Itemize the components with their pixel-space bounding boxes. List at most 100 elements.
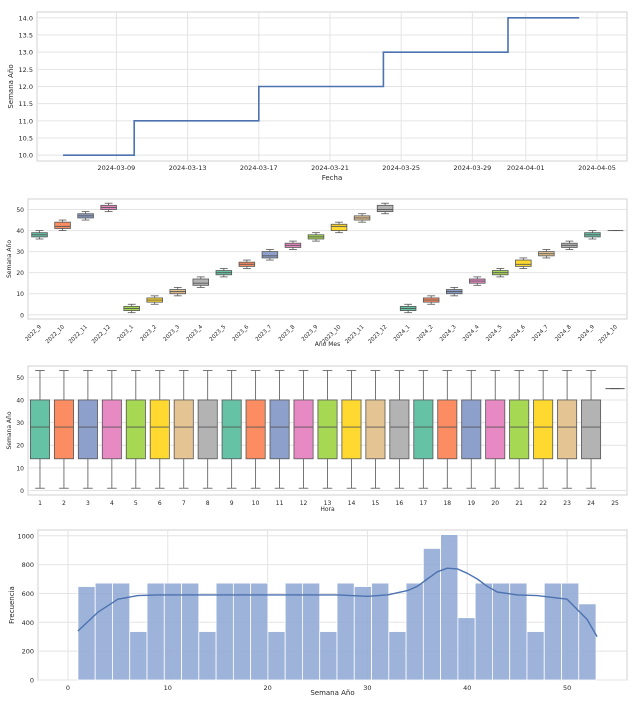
box-body bbox=[149, 399, 170, 460]
x-tick-label: 2023_11 bbox=[344, 324, 365, 345]
x-tick-label: 18 bbox=[443, 500, 451, 507]
x-tick-label: 40 bbox=[463, 684, 471, 692]
histogram-bar bbox=[284, 582, 303, 681]
x-tick-label: 2024-04-01 bbox=[507, 164, 545, 172]
y-tick-label: 14.0 bbox=[19, 14, 33, 22]
box-2023_3 bbox=[169, 287, 186, 297]
x-tick-label: 1 bbox=[38, 500, 42, 507]
y-axis-label: Semana Año bbox=[6, 411, 13, 449]
histogram-bar bbox=[457, 617, 476, 681]
y-axis-label: Semana Año bbox=[7, 64, 15, 108]
box-2024_7 bbox=[538, 249, 555, 259]
x-tick-label: 13 bbox=[324, 500, 332, 507]
x-tick-label: 2024-04-05 bbox=[578, 164, 616, 172]
histogram-bar bbox=[146, 582, 165, 681]
box-body bbox=[376, 204, 394, 213]
x-tick-label: 6 bbox=[158, 500, 162, 507]
x-tick-label: 2023_2 bbox=[140, 324, 159, 343]
x-tick-label: 24 bbox=[587, 500, 595, 507]
histogram-bar bbox=[215, 582, 234, 681]
y-tick-label: 600 bbox=[22, 590, 34, 598]
box-3 bbox=[77, 370, 98, 489]
box-12 bbox=[293, 370, 314, 489]
box-body bbox=[413, 399, 434, 460]
x-tick-label: 0 bbox=[66, 684, 70, 692]
box-2024_1 bbox=[399, 303, 417, 314]
box-body bbox=[533, 399, 554, 460]
y-axis-label: Semana Año bbox=[6, 240, 13, 278]
box-2022_11 bbox=[77, 211, 94, 221]
histogram-bar bbox=[163, 582, 182, 681]
box-6 bbox=[149, 370, 170, 489]
box-body bbox=[461, 399, 482, 460]
y-tick-label: 0 bbox=[20, 312, 24, 319]
box-body bbox=[29, 399, 50, 460]
y-tick-label: 0 bbox=[20, 488, 24, 495]
box-2023_6 bbox=[238, 259, 256, 269]
box-2023_5 bbox=[215, 268, 233, 278]
y-tick-label: 12.0 bbox=[19, 83, 33, 91]
histogram-bar bbox=[561, 582, 580, 681]
box-2 bbox=[53, 370, 74, 489]
x-tick-label: 3 bbox=[86, 500, 90, 507]
box-body bbox=[192, 278, 210, 286]
x-tick-label: 2023_8 bbox=[278, 324, 297, 343]
x-tick-label: 30 bbox=[363, 684, 371, 692]
x-tick-label: 2023_12 bbox=[367, 324, 388, 345]
histogram-bar bbox=[509, 582, 528, 681]
x-tick-label: 2024_10 bbox=[598, 324, 619, 345]
x-tick-label: 9 bbox=[230, 500, 234, 507]
histogram-bar bbox=[492, 582, 511, 681]
box-13 bbox=[317, 370, 338, 489]
x-tick-label: 2023_3 bbox=[163, 324, 182, 343]
x-tick-label: 2023_5 bbox=[209, 324, 228, 343]
x-tick-label: 2023_6 bbox=[232, 324, 251, 343]
y-tick-label: 1000 bbox=[17, 532, 34, 540]
box-11 bbox=[269, 370, 290, 489]
x-tick-label: 8 bbox=[206, 500, 210, 507]
x-tick-label: 2024_1 bbox=[393, 324, 412, 343]
x-tick-label: 2024-03-21 bbox=[311, 164, 349, 172]
y-axis-label: Frecuencia bbox=[8, 586, 16, 624]
x-tick-label: 2024_2 bbox=[416, 324, 435, 343]
box-2022_10 bbox=[54, 219, 71, 231]
box-2023_11 bbox=[353, 213, 371, 223]
box-body bbox=[173, 399, 194, 460]
y-tick-label: 12.5 bbox=[19, 66, 33, 74]
x-tick-label: 23 bbox=[563, 500, 571, 507]
box-14 bbox=[341, 370, 362, 489]
box-body bbox=[317, 399, 338, 460]
box-body bbox=[341, 399, 362, 460]
y-tick-label: 40 bbox=[16, 397, 24, 404]
x-tick-label: 16 bbox=[396, 500, 404, 507]
box-9 bbox=[221, 370, 242, 489]
y-tick-label: 800 bbox=[22, 561, 34, 569]
box-2023_10 bbox=[330, 221, 348, 234]
box-body bbox=[581, 399, 602, 460]
x-tick-label: 17 bbox=[420, 500, 428, 507]
box-body bbox=[77, 399, 98, 460]
x-tick-label: 2024-03-09 bbox=[98, 164, 136, 172]
x-tick-label: 2023_1 bbox=[117, 324, 136, 343]
x-tick-label: 2023_7 bbox=[255, 324, 274, 343]
histogram-bar bbox=[181, 582, 200, 681]
box-body bbox=[261, 251, 279, 259]
box-21 bbox=[509, 370, 530, 489]
box-body bbox=[515, 259, 532, 267]
box-22 bbox=[533, 370, 554, 489]
box-body bbox=[389, 399, 410, 460]
x-tick-label: 20 bbox=[263, 684, 271, 692]
x-tick-label: 22 bbox=[539, 500, 547, 507]
x-tick-label: 2 bbox=[62, 500, 66, 507]
x-tick-label: 15 bbox=[372, 500, 380, 507]
box-body bbox=[54, 221, 71, 229]
box-19 bbox=[461, 370, 482, 489]
box-body bbox=[330, 223, 348, 231]
box-17 bbox=[413, 370, 434, 489]
plot-area-2 bbox=[27, 198, 628, 320]
box-body bbox=[125, 399, 146, 460]
histogram-bar bbox=[319, 631, 338, 681]
box-8 bbox=[197, 370, 218, 489]
x-tick-label: 4 bbox=[110, 500, 114, 507]
y-tick-label: 11.0 bbox=[19, 117, 33, 125]
